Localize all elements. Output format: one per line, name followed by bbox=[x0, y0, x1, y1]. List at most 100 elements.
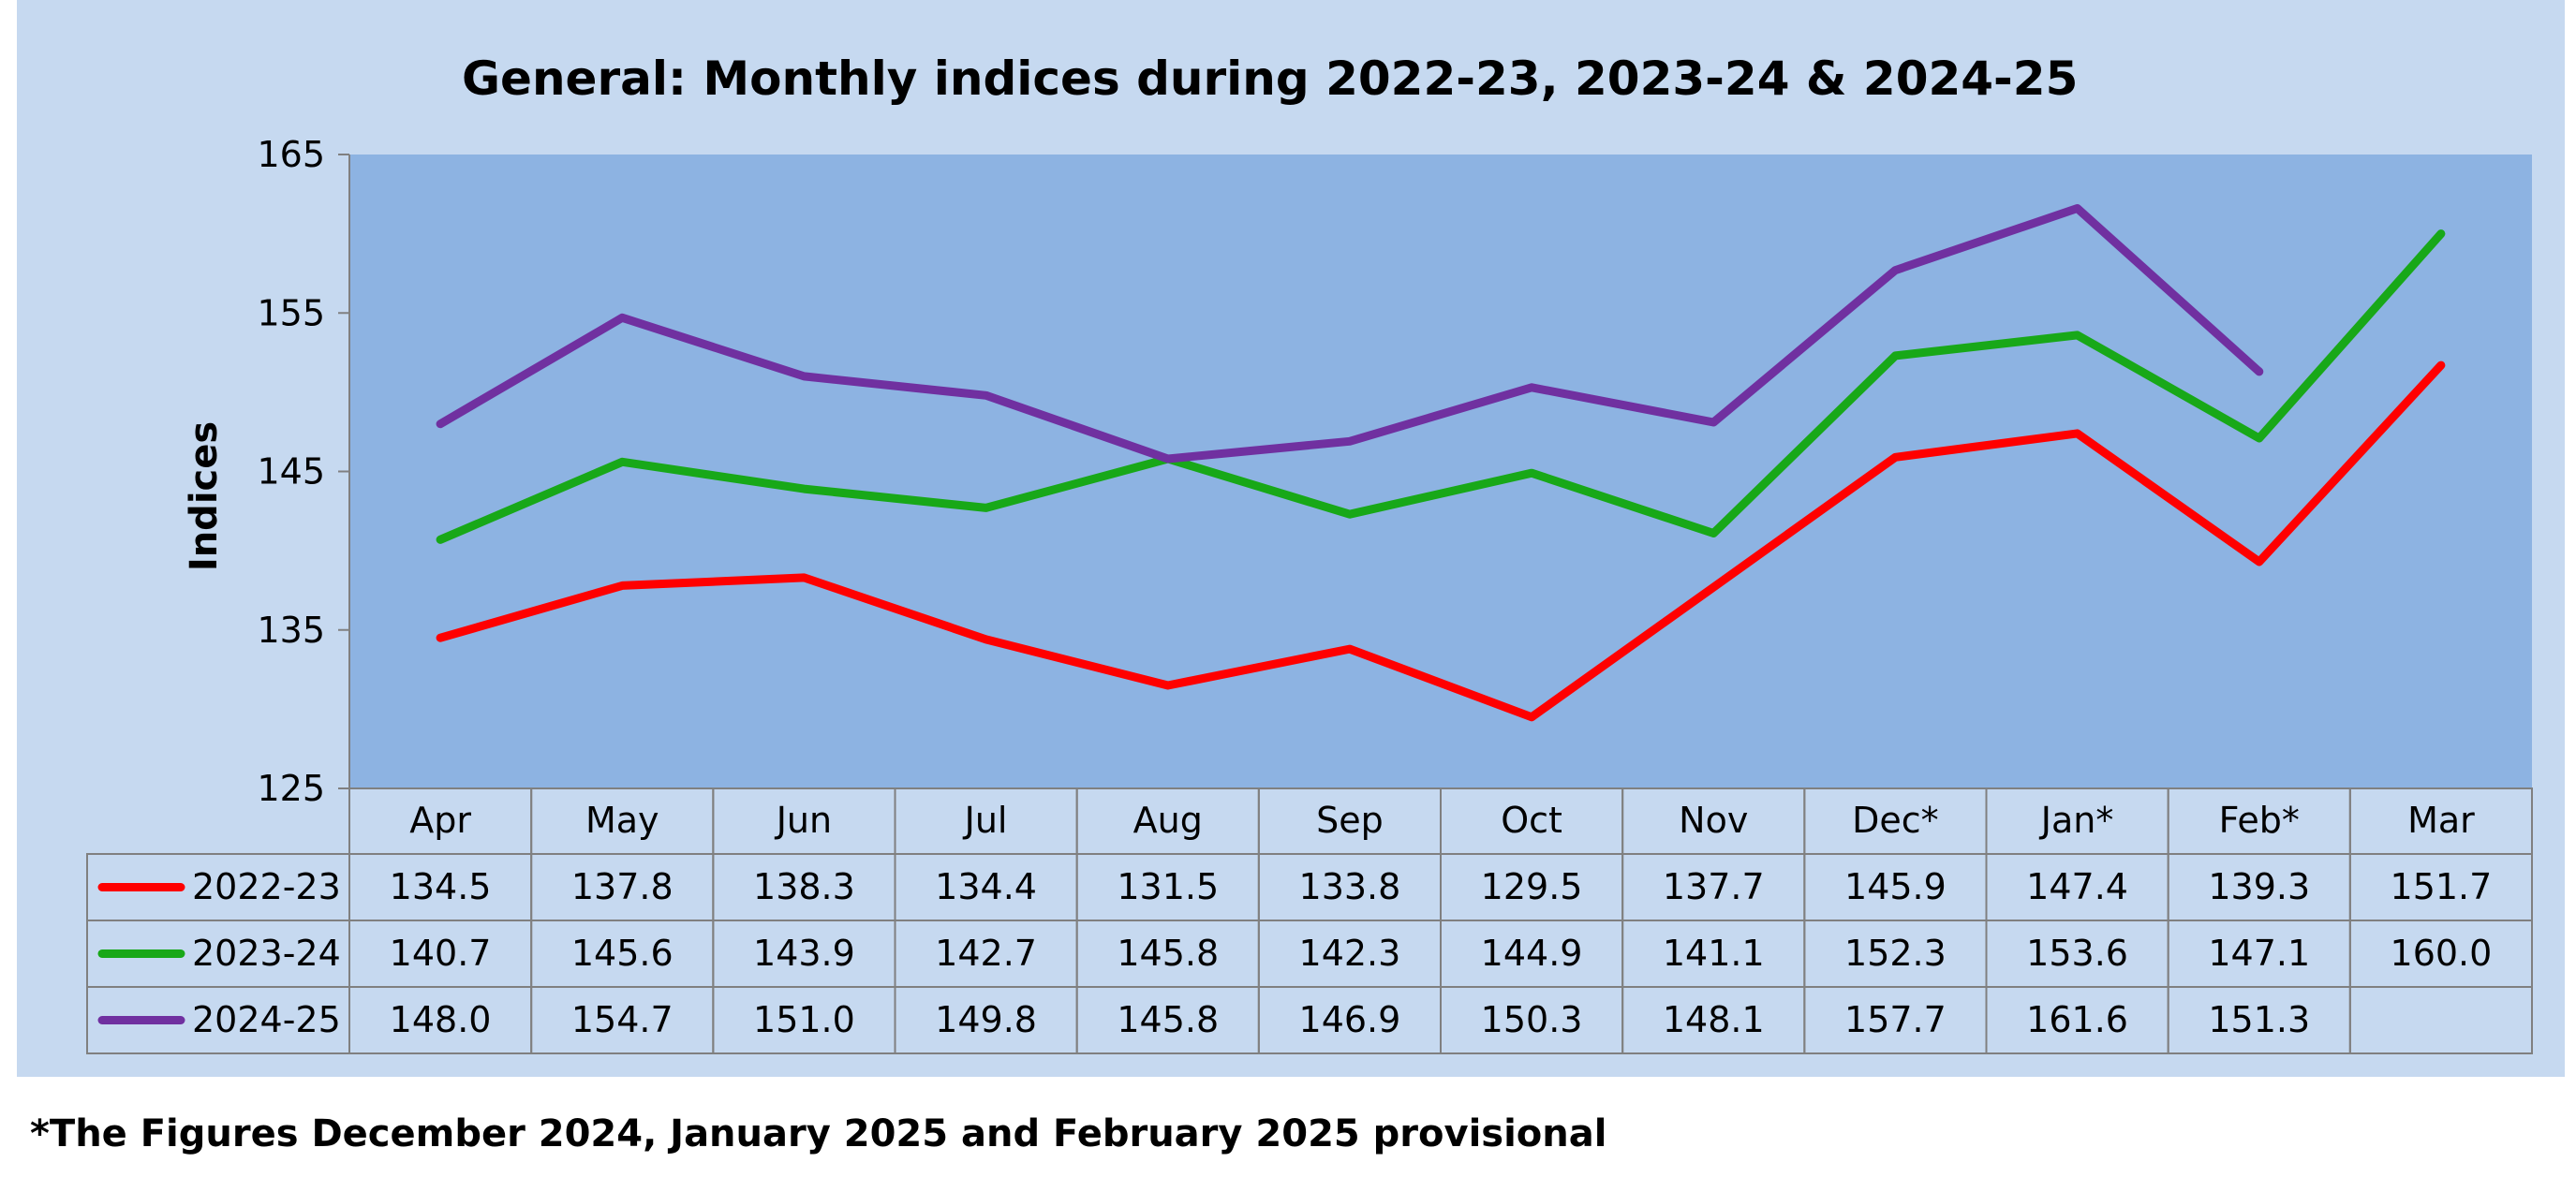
data-label: 129.5 bbox=[1481, 866, 1583, 907]
legend-label: 2022-23 bbox=[192, 866, 341, 907]
data-label: 145.8 bbox=[1117, 933, 1219, 974]
data-label: 134.4 bbox=[935, 866, 1037, 907]
data-label: 140.7 bbox=[390, 933, 492, 974]
y-axis-label: Indices bbox=[183, 421, 226, 571]
data-point bbox=[2257, 435, 2261, 440]
y-tick-label: 145 bbox=[257, 451, 325, 493]
data-label: 131.5 bbox=[1117, 866, 1219, 907]
series-line-2023-24 bbox=[436, 229, 2446, 544]
legend-label: 2024-25 bbox=[192, 999, 341, 1040]
data-point bbox=[984, 506, 988, 510]
data-label: 160.0 bbox=[2391, 933, 2493, 974]
data-label: 151.7 bbox=[2391, 866, 2493, 907]
y-tick-label: 155 bbox=[257, 292, 325, 333]
data-label: 145.8 bbox=[1117, 999, 1219, 1040]
data-point bbox=[2075, 206, 2080, 211]
data-label: 148.0 bbox=[390, 999, 492, 1040]
data-label: 134.5 bbox=[390, 866, 492, 907]
data-point bbox=[2257, 559, 2261, 564]
data-point bbox=[438, 421, 443, 426]
data-label: 148.1 bbox=[1663, 999, 1765, 1040]
data-label: 145.9 bbox=[1844, 866, 1947, 907]
data-point bbox=[1165, 683, 1170, 687]
data-point bbox=[1893, 268, 1898, 272]
data-point bbox=[984, 393, 988, 398]
x-tick-label: Jun bbox=[775, 800, 832, 841]
footnote: *The Figures December 2024, January 2025… bbox=[30, 1112, 1607, 1155]
data-label: 142.3 bbox=[1299, 933, 1401, 974]
x-tick-label: Sep bbox=[1316, 800, 1384, 841]
x-tick-label: Mar bbox=[2407, 800, 2475, 841]
legend-label: 2023-24 bbox=[192, 933, 341, 974]
data-point bbox=[802, 374, 807, 378]
data-point bbox=[1530, 385, 1534, 390]
y-tick-label: 125 bbox=[257, 768, 325, 809]
data-label: 161.6 bbox=[2026, 999, 2128, 1040]
data-label: 152.3 bbox=[1844, 933, 1947, 974]
data-label: 141.1 bbox=[1663, 933, 1765, 974]
data-label: 154.7 bbox=[571, 999, 674, 1040]
data-point bbox=[1711, 531, 1716, 536]
data-point bbox=[1711, 420, 1716, 425]
data-label: 137.8 bbox=[571, 866, 674, 907]
data-point bbox=[1347, 439, 1352, 444]
table-cell bbox=[2348, 986, 2533, 1054]
data-point bbox=[1711, 585, 1716, 590]
data-label: 150.3 bbox=[1481, 999, 1583, 1040]
x-tick-label: May bbox=[585, 800, 659, 841]
data-point bbox=[2438, 231, 2443, 236]
x-tick-label: Apr bbox=[409, 800, 471, 841]
data-label: 151.0 bbox=[753, 999, 855, 1040]
data-point bbox=[620, 316, 625, 320]
data-point bbox=[438, 636, 443, 640]
x-tick-label: Jan* bbox=[2039, 800, 2114, 841]
data-label: 133.8 bbox=[1299, 866, 1401, 907]
x-tick-label: Jul bbox=[963, 800, 1008, 841]
data-point bbox=[1165, 456, 1170, 461]
data-table: Apr May Jun Jul Aug Sep Oct Nov Dec* Jan* Feb* Mar 2… bbox=[86, 787, 2533, 1054]
data-point bbox=[1530, 471, 1534, 476]
chart-title: General: Monthly indices during 2022-23,… bbox=[462, 52, 2078, 106]
y-tick-label: 165 bbox=[257, 134, 325, 175]
data-label: 146.9 bbox=[1299, 999, 1401, 1040]
data-point bbox=[2075, 431, 2080, 435]
data-label: 139.3 bbox=[2208, 866, 2310, 907]
data-label: 137.7 bbox=[1663, 866, 1765, 907]
data-label: 145.6 bbox=[571, 933, 674, 974]
data-label: 153.6 bbox=[2026, 933, 2128, 974]
x-tick-label: Oct bbox=[1501, 800, 1562, 841]
line-chart: General: Monthly indices during 2022-23,… bbox=[86, 52, 2533, 1054]
data-point bbox=[1893, 353, 1898, 358]
series-lines bbox=[436, 204, 2446, 722]
data-label: 138.3 bbox=[753, 866, 855, 907]
data-point bbox=[2257, 369, 2261, 374]
data-point bbox=[2438, 363, 2443, 368]
data-label: 147.4 bbox=[2026, 866, 2128, 907]
data-point bbox=[620, 460, 625, 464]
data-label: 149.8 bbox=[935, 999, 1037, 1040]
data-point bbox=[1347, 647, 1352, 652]
chart-frame: General: Monthly indices during 2022-23,… bbox=[17, 0, 2565, 1077]
data-point bbox=[1530, 714, 1534, 719]
series-line-2022-23 bbox=[436, 361, 2446, 722]
data-label: 143.9 bbox=[753, 933, 855, 974]
data-point bbox=[438, 537, 443, 542]
x-tick-label: Aug bbox=[1133, 800, 1203, 841]
data-label: 151.3 bbox=[2208, 999, 2310, 1040]
data-point bbox=[2075, 332, 2080, 337]
data-point bbox=[1347, 512, 1352, 517]
data-point bbox=[802, 575, 807, 580]
x-tick-label: Dec* bbox=[1852, 800, 1939, 841]
data-label: 157.7 bbox=[1844, 999, 1947, 1040]
y-tick-label: 135 bbox=[257, 610, 325, 651]
data-point bbox=[802, 487, 807, 492]
data-point bbox=[1893, 455, 1898, 460]
data-point bbox=[984, 637, 988, 641]
x-tick-label: Nov bbox=[1679, 800, 1748, 841]
x-tick-label: Feb* bbox=[2219, 800, 2300, 841]
y-axis: 125 135 145 155 165 bbox=[257, 134, 350, 809]
data-label: 147.1 bbox=[2208, 933, 2310, 974]
data-label: 142.7 bbox=[935, 933, 1037, 974]
data-point bbox=[620, 583, 625, 588]
data-label: 144.9 bbox=[1481, 933, 1583, 974]
